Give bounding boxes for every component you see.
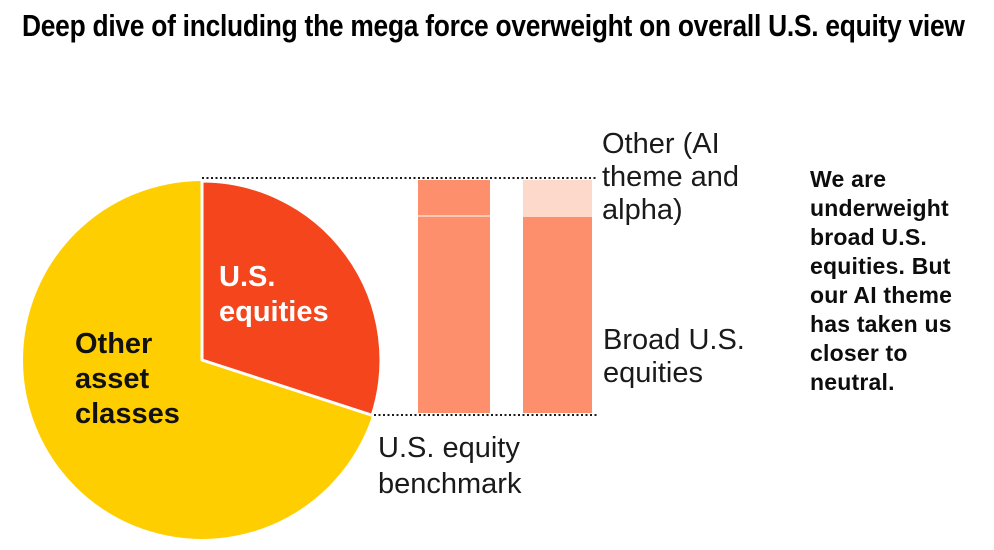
- label-us-equity-benchmark: U.S. equity benchmark: [378, 432, 522, 500]
- connector-bottom-dotted-line: [374, 414, 598, 416]
- page-title: Deep dive of including the mega force ov…: [22, 8, 965, 43]
- annotation-text: We are underweight broad U.S. equities. …: [810, 166, 953, 395]
- bar-us-equity-benchmark: [418, 180, 490, 413]
- pie-label-us-equities: U.S. equities: [219, 261, 329, 328]
- connector-top-dotted-line: [202, 177, 598, 179]
- label-broad-us-equities: Broad U.S. equities: [603, 324, 745, 389]
- bar-megaforce-view: [523, 180, 592, 413]
- bar2-segment-broad-us: [523, 217, 592, 413]
- bar1-segment-broad-us: [418, 217, 490, 413]
- bar1-segment-other-ai: [418, 180, 490, 217]
- label-other-ai-theme-alpha: Other (AI theme and alpha): [602, 128, 740, 226]
- bar2-segment-other-ai: [523, 180, 592, 217]
- pie-label-other-asset-classes: Other asset classes: [75, 328, 180, 430]
- pie-slice-us-equities: [200, 179, 383, 417]
